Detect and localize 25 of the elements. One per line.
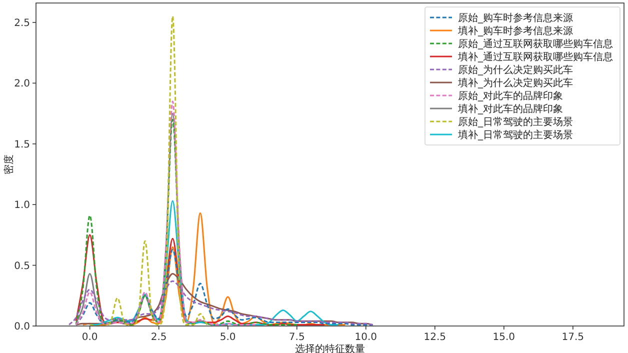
legend-label: 填补_购车时参考信息来源	[457, 25, 573, 37]
x-tick-label: 5.0	[220, 332, 236, 343]
x-tick-label: 7.5	[288, 332, 305, 343]
legend-label: 原始_为什么决定购买此车	[458, 64, 573, 76]
x-tick-label: 17.5	[562, 332, 584, 343]
legend-label: 填补_日常驾驶的主要场景	[457, 129, 573, 141]
legend-label: 原始_通过互联网获取哪些购车信息	[458, 38, 613, 50]
x-tick-label: 12.5	[424, 332, 446, 343]
legend-label: 原始_日常驾驶的主要场景	[458, 116, 573, 128]
y-axis-title: 密度	[3, 154, 15, 174]
x-tick-label: 2.5	[150, 332, 167, 343]
y-tick-label: 2.5	[14, 18, 30, 29]
y-tick-label: 0.0	[14, 322, 30, 332]
y-tick-label: 1.5	[14, 139, 30, 150]
legend-label: 填补_为什么决定购买此车	[457, 77, 573, 89]
x-tick-label: 0.0	[82, 332, 98, 343]
x-tick-label: 10.0	[354, 332, 378, 343]
legend-label: 填补_通过互联网获取哪些购车信息	[457, 51, 613, 63]
x-tick-label: 15.0	[492, 332, 516, 343]
y-tick-label: 2.0	[14, 78, 30, 90]
legend-label: 原始_对此车的品牌印象	[458, 90, 563, 102]
y-tick-label: 0.5	[14, 260, 30, 272]
legend-label: 填补_对此车的品牌印象	[457, 103, 563, 115]
y-tick-label: 1.0	[14, 200, 30, 212]
legend-label: 原始_购车时参考信息来源	[458, 12, 573, 24]
